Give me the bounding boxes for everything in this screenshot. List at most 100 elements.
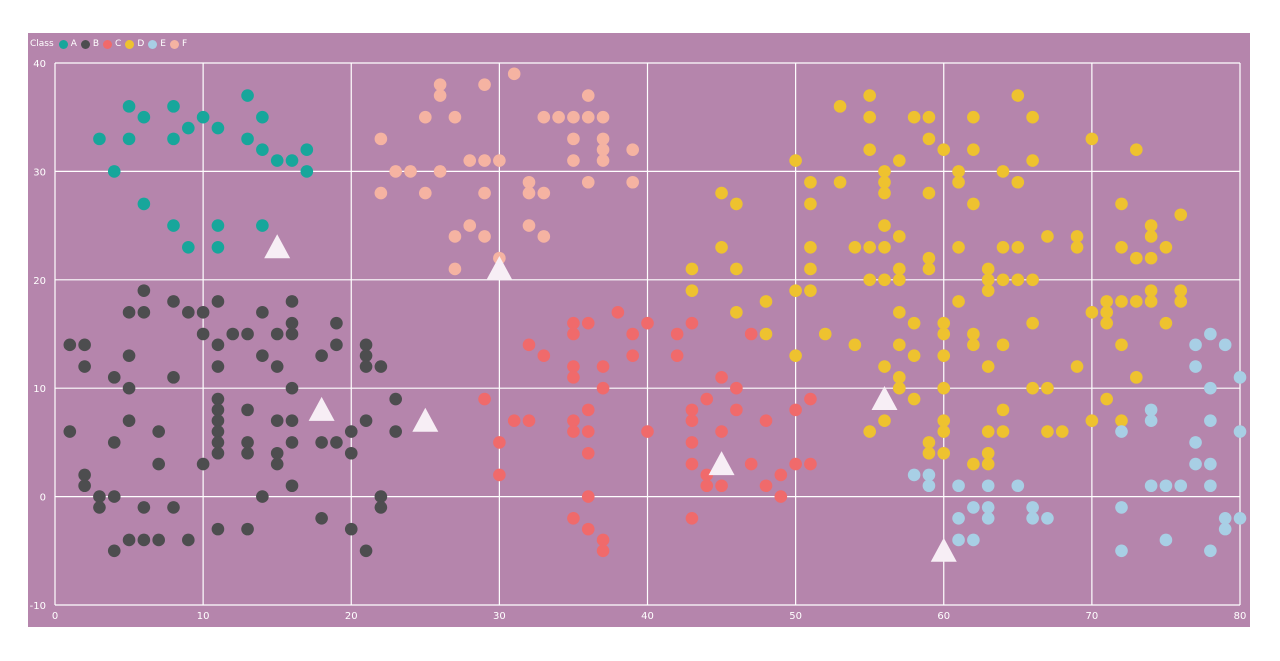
data-point-b[interactable] (122, 381, 136, 395)
data-point-b[interactable] (78, 360, 91, 373)
data-point-c[interactable] (596, 381, 610, 395)
data-point-d[interactable] (893, 230, 906, 243)
data-point-d[interactable] (1085, 132, 1099, 146)
data-point-b[interactable] (270, 414, 284, 428)
data-point-c[interactable] (493, 468, 506, 482)
data-point-d[interactable] (996, 240, 1010, 254)
data-point-e[interactable] (952, 533, 965, 547)
data-point-d[interactable] (996, 338, 1010, 352)
data-point-a[interactable] (211, 121, 225, 135)
data-point-e[interactable] (1026, 511, 1039, 525)
data-point-b[interactable] (285, 295, 299, 308)
data-point-d[interactable] (967, 143, 980, 157)
data-point-d[interactable] (833, 175, 847, 189)
data-point-c[interactable] (537, 349, 551, 362)
data-point-d[interactable] (922, 262, 936, 276)
data-point-d[interactable] (730, 262, 743, 276)
data-point-b[interactable] (374, 360, 388, 373)
data-point-d[interactable] (1070, 230, 1084, 243)
data-point-c[interactable] (685, 436, 699, 449)
data-point-d[interactable] (1130, 371, 1143, 384)
data-point-d[interactable] (1100, 295, 1113, 308)
data-point-d[interactable] (685, 262, 699, 276)
data-point-c[interactable] (478, 392, 491, 406)
data-point-d[interactable] (1026, 110, 1039, 124)
data-point-b[interactable] (196, 306, 210, 319)
data-point-c[interactable] (567, 511, 580, 525)
data-point-d[interactable] (1026, 154, 1039, 167)
data-point-e[interactable] (1144, 479, 1158, 493)
data-point-d[interactable] (1026, 381, 1039, 395)
data-point-c[interactable] (744, 327, 758, 341)
data-point-b[interactable] (196, 327, 210, 341)
data-point-d[interactable] (1011, 89, 1025, 102)
data-point-a[interactable] (270, 154, 284, 167)
data-point-f[interactable] (463, 154, 477, 167)
data-point-d[interactable] (937, 446, 951, 460)
data-point-d[interactable] (1174, 295, 1188, 308)
data-point-d[interactable] (1144, 284, 1158, 297)
data-point-f[interactable] (404, 165, 417, 178)
data-point-b[interactable] (389, 425, 402, 438)
data-point-d[interactable] (804, 262, 817, 276)
data-point-d[interactable] (863, 425, 876, 438)
data-point-b[interactable] (107, 371, 121, 384)
data-point-b[interactable] (315, 511, 328, 525)
data-point-b[interactable] (196, 457, 210, 471)
data-point-c[interactable] (581, 316, 595, 330)
data-point-e[interactable] (981, 501, 995, 514)
data-point-d[interactable] (878, 175, 891, 189)
data-point-b[interactable] (137, 306, 151, 319)
legend-item-c[interactable]: C (103, 39, 121, 49)
data-point-b[interactable] (152, 533, 165, 547)
data-point-c[interactable] (567, 360, 580, 373)
data-point-c[interactable] (744, 457, 758, 471)
data-point-a[interactable] (137, 197, 151, 211)
data-point-f[interactable] (537, 110, 551, 124)
data-point-e[interactable] (1218, 511, 1232, 525)
data-point-b[interactable] (122, 349, 136, 362)
data-point-d[interactable] (893, 273, 906, 287)
data-point-d[interactable] (1070, 240, 1084, 254)
data-point-c[interactable] (759, 479, 773, 493)
data-point-a[interactable] (122, 132, 136, 146)
data-point-b[interactable] (285, 436, 299, 449)
data-point-b[interactable] (107, 436, 121, 449)
data-point-d[interactable] (878, 219, 891, 232)
data-point-d[interactable] (967, 327, 980, 341)
data-point-e[interactable] (1189, 338, 1202, 352)
data-point-c[interactable] (789, 457, 802, 471)
data-point-e[interactable] (1159, 479, 1173, 493)
data-point-c[interactable] (774, 490, 788, 503)
data-point-d[interactable] (848, 240, 862, 254)
data-point-b[interactable] (107, 544, 121, 558)
data-point-e[interactable] (1115, 425, 1128, 438)
data-point-d[interactable] (893, 381, 906, 395)
data-point-d[interactable] (759, 327, 773, 341)
data-point-f[interactable] (374, 186, 388, 200)
data-point-d[interactable] (967, 197, 980, 211)
data-point-c[interactable] (670, 327, 684, 341)
data-point-d[interactable] (893, 306, 906, 319)
data-point-f[interactable] (478, 230, 491, 243)
data-point-e[interactable] (907, 468, 921, 482)
data-point-d[interactable] (922, 132, 936, 146)
data-point-f[interactable] (478, 186, 491, 200)
data-point-d[interactable] (1144, 219, 1158, 232)
data-point-d[interactable] (1011, 175, 1025, 189)
data-point-b[interactable] (241, 403, 254, 417)
data-point-d[interactable] (937, 327, 951, 341)
data-point-d[interactable] (863, 240, 876, 254)
data-point-c[interactable] (567, 425, 580, 438)
data-point-b[interactable] (167, 501, 180, 514)
data-point-b[interactable] (152, 425, 165, 438)
data-point-c[interactable] (522, 338, 536, 352)
data-point-a[interactable] (241, 89, 254, 102)
data-point-b[interactable] (256, 490, 269, 503)
data-point-a[interactable] (256, 143, 269, 157)
data-point-e[interactable] (1204, 381, 1217, 395)
data-point-e[interactable] (1233, 425, 1247, 438)
data-point-b[interactable] (315, 349, 328, 362)
data-point-f[interactable] (567, 110, 580, 124)
data-point-a[interactable] (300, 165, 314, 178)
